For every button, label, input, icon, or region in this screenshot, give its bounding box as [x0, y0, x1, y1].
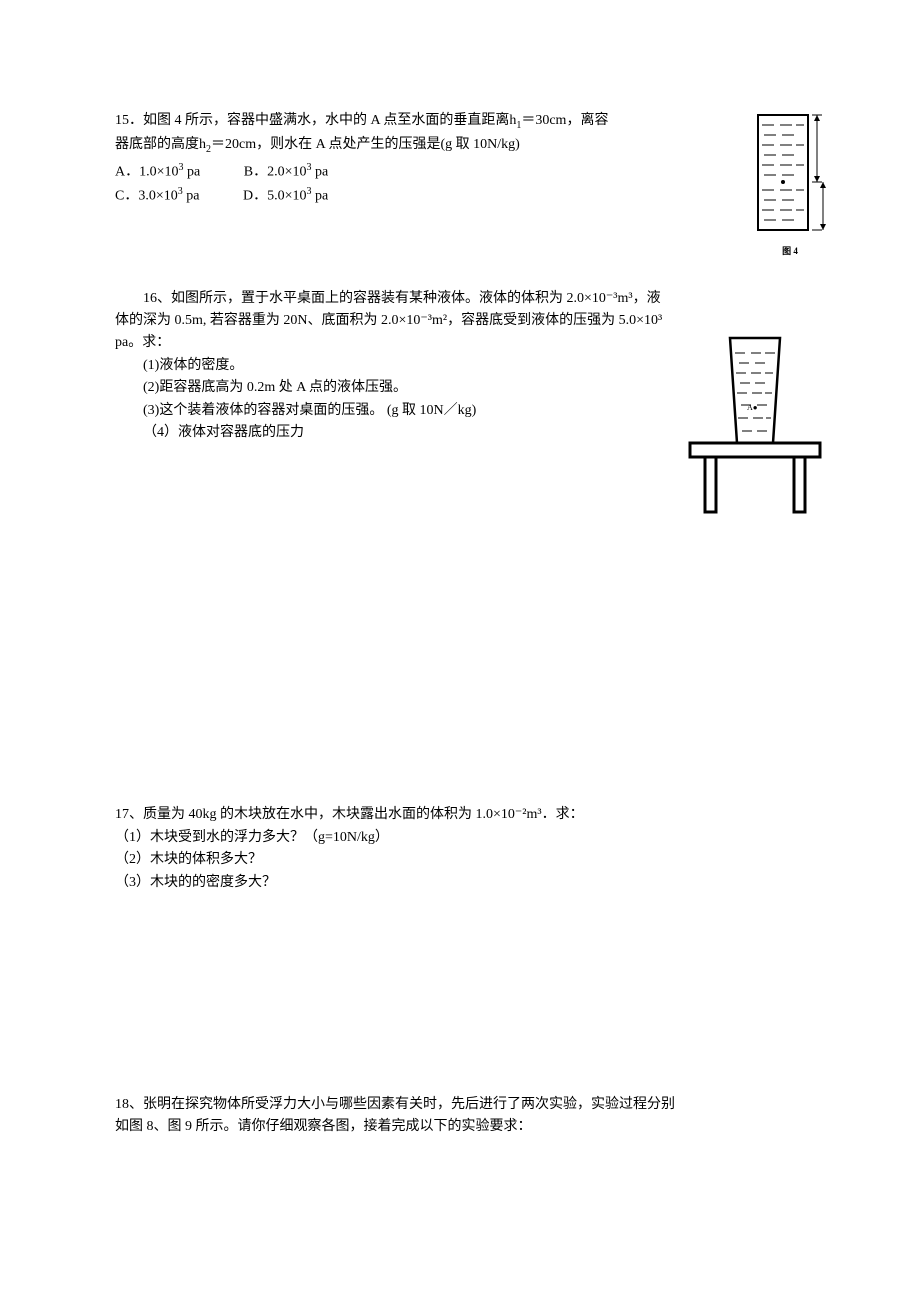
question-15: 15．如图 4 所示，容器中盛满水，水中的 A 点至水面的垂直距离h1＝30cm…: [115, 110, 810, 208]
q15-h1after: ＝30cm，离容: [521, 113, 608, 128]
optA-label: A．: [115, 164, 139, 179]
q16-line3: pa。求：: [115, 332, 675, 354]
q15-figure: 图 4: [750, 110, 830, 258]
q15-line2a: 器底部的高度: [115, 137, 199, 152]
q17-sub1: （1）木块受到水的浮力多大？（g=10N/kg）: [115, 827, 810, 849]
optA-val: 1.0×10: [139, 164, 178, 179]
q15-h2var: h: [199, 137, 206, 152]
q15-optC: C．3.0×103 pa: [115, 184, 199, 208]
q15-options: A．1.0×103 pa B．2.0×103 pa C．3.0×103 pa D…: [115, 160, 695, 208]
q16-sub3: (3)这个装着液体的容器对桌面的压强。 (g 取 10N／kg): [143, 400, 675, 422]
q16-line1: 16、如图所示，置于水平桌面上的容器装有某种液体。液体的体积为 2.0×10⁻³…: [115, 288, 675, 310]
q16-sub1: (1)液体的密度。: [143, 355, 675, 377]
question-18: 18、张明在探究物体所受浮力大小与哪些因素有关时，先后进行了两次实验，实验过程分…: [115, 1094, 810, 1139]
optA-unit: pa: [184, 164, 201, 179]
q16-line2: 体的深为 0.5m, 若容器重为 20N、底面积为 2.0×10⁻³m²，容器底…: [115, 310, 675, 332]
q16-sub4: （4）液体对容器底的压力: [143, 422, 675, 444]
q15-body: 15．如图 4 所示，容器中盛满水，水中的 A 点至水面的垂直距离h1＝30cm…: [115, 110, 695, 208]
q17-sub3: （3）木块的的密度多大？: [115, 872, 810, 894]
q15-line2b: ＝20cm，则水在 A 点处产生的压强是(g 取 10N/kg): [211, 137, 520, 152]
q15-label: 15．: [115, 113, 143, 128]
container-diagram-icon: [750, 110, 830, 240]
q16-body: 16、如图所示，置于水平桌面上的容器装有某种液体。液体的体积为 2.0×10⁻³…: [115, 288, 675, 445]
question-17: 17、质量为 40kg 的木块放在水中，木块露出水面的体积为 1.0×10⁻²m…: [115, 804, 810, 894]
q15-optD: D．5.0×103 pa: [243, 184, 328, 208]
q15-caption: 图 4: [750, 244, 830, 258]
q18-line1: 18、张明在探究物体所受浮力大小与哪些因素有关时，先后进行了两次实验，实验过程分…: [115, 1094, 810, 1116]
optD-label: D．: [243, 188, 267, 203]
q17-line1: 17、质量为 40kg 的木块放在水中，木块露出水面的体积为 1.0×10⁻²m…: [115, 804, 810, 826]
q18-line2: 如图 8、图 9 所示。请你仔细观察各图，接着完成以下的实验要求：: [115, 1116, 810, 1138]
q16-figure: A●: [685, 333, 825, 518]
optC-label: C．: [115, 188, 138, 203]
q15-optB: B．2.0×103 pa: [244, 160, 328, 184]
optD-val: 5.0×10: [267, 188, 306, 203]
q15-line1: 如图 4 所示，容器中盛满水，水中的 A 点至水面的垂直距离: [143, 113, 509, 128]
cup-on-table-icon: A●: [685, 333, 825, 518]
optB-label: B．: [244, 164, 267, 179]
optC-unit: pa: [183, 188, 200, 203]
svg-text:A●: A●: [747, 403, 758, 412]
optB-val: 2.0×10: [267, 164, 306, 179]
question-16: 16、如图所示，置于水平桌面上的容器装有某种液体。液体的体积为 2.0×10⁻³…: [115, 288, 810, 445]
q15-optA: A．1.0×103 pa: [115, 160, 200, 184]
optC-val: 3.0×10: [138, 188, 177, 203]
q16-sub2: (2)距容器底高为 0.2m 处 A 点的液体压强。: [143, 377, 675, 399]
optB-unit: pa: [312, 164, 329, 179]
optD-unit: pa: [312, 188, 329, 203]
q17-sub2: （2）木块的体积多大？: [115, 849, 810, 871]
